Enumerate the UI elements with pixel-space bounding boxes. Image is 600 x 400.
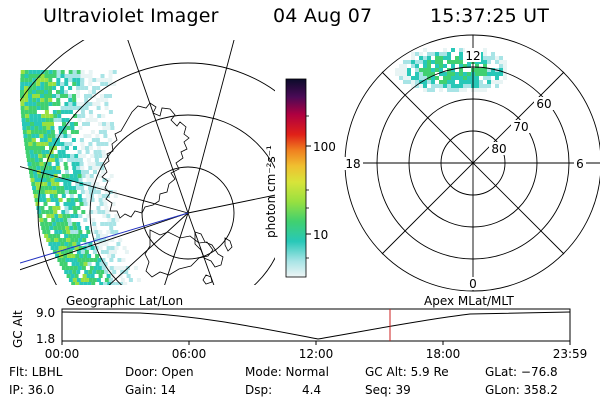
dsp-value: 4.4 <box>302 383 322 397</box>
xtick-1200: 12:00 <box>299 347 334 361</box>
ytick-9: 9.0 <box>36 306 55 320</box>
aurora-polar-emission <box>395 48 507 92</box>
geographic-map <box>20 40 275 285</box>
seq-info: Seq: 39 <box>365 383 411 397</box>
mlat-label-80: 80 <box>491 142 506 156</box>
gain-info: Gain: 14 <box>125 383 176 397</box>
observation-date: 04 Aug 07 <box>273 5 373 27</box>
altitude-timeline: GC Alt 9.0 1.8 00:00 06:00 12:00 18:00 2… <box>11 306 587 361</box>
altitude-curve <box>61 311 571 340</box>
mlt-label-6: 6 <box>576 157 584 171</box>
mode-info: Mode: Normal <box>245 365 329 379</box>
observation-time: 15:37:25 UT <box>430 5 550 27</box>
xtick-0000: 00:00 <box>45 347 80 361</box>
door-info: Door: Open <box>125 365 194 379</box>
gc-alt-info: GC Alt: 5.9 Re <box>365 365 449 379</box>
polar-caption: Apex MLat/MLT <box>424 294 514 308</box>
filter-info: Flt: LBHL <box>9 365 63 379</box>
gc-alt-axis-label: GC Alt <box>11 310 25 348</box>
coastline <box>101 102 233 285</box>
colorbar-unit-label: photon cm⁻²s⁻¹ <box>264 145 278 238</box>
polar-plot: 12 18 6 0 60 70 80 <box>343 34 600 292</box>
ytick-1-8: 1.8 <box>36 332 55 346</box>
mlt-label-18: 18 <box>345 157 360 171</box>
aurora-emission-map <box>20 70 141 285</box>
mlat-label-60: 60 <box>536 97 551 111</box>
glat-info: GLat: −76.8 <box>485 365 558 379</box>
colorbar-tick-10: 10 <box>313 228 328 242</box>
mlt-label-12: 12 <box>465 49 480 63</box>
glon-info: GLon: 358.2 <box>485 383 558 397</box>
xtick-2359: 23:59 <box>553 347 588 361</box>
map-caption: Geographic Lat/Lon <box>66 294 184 308</box>
xtick-1800: 18:00 <box>426 347 461 361</box>
ip-info: IP: 36.0 <box>9 383 55 397</box>
orbit-track <box>20 212 189 264</box>
dsp-label: Dsp: <box>245 383 273 397</box>
mlat-label-70: 70 <box>513 120 528 134</box>
map-graticule <box>20 40 275 285</box>
colorbar-tick-100: 100 <box>313 140 336 154</box>
colorbar: 100 10 photon cm⁻²s⁻¹ <box>264 78 336 278</box>
mlt-label-0: 0 <box>469 277 477 291</box>
xtick-0600: 06:00 <box>172 347 207 361</box>
instrument-title: Ultraviolet Imager <box>43 5 219 27</box>
